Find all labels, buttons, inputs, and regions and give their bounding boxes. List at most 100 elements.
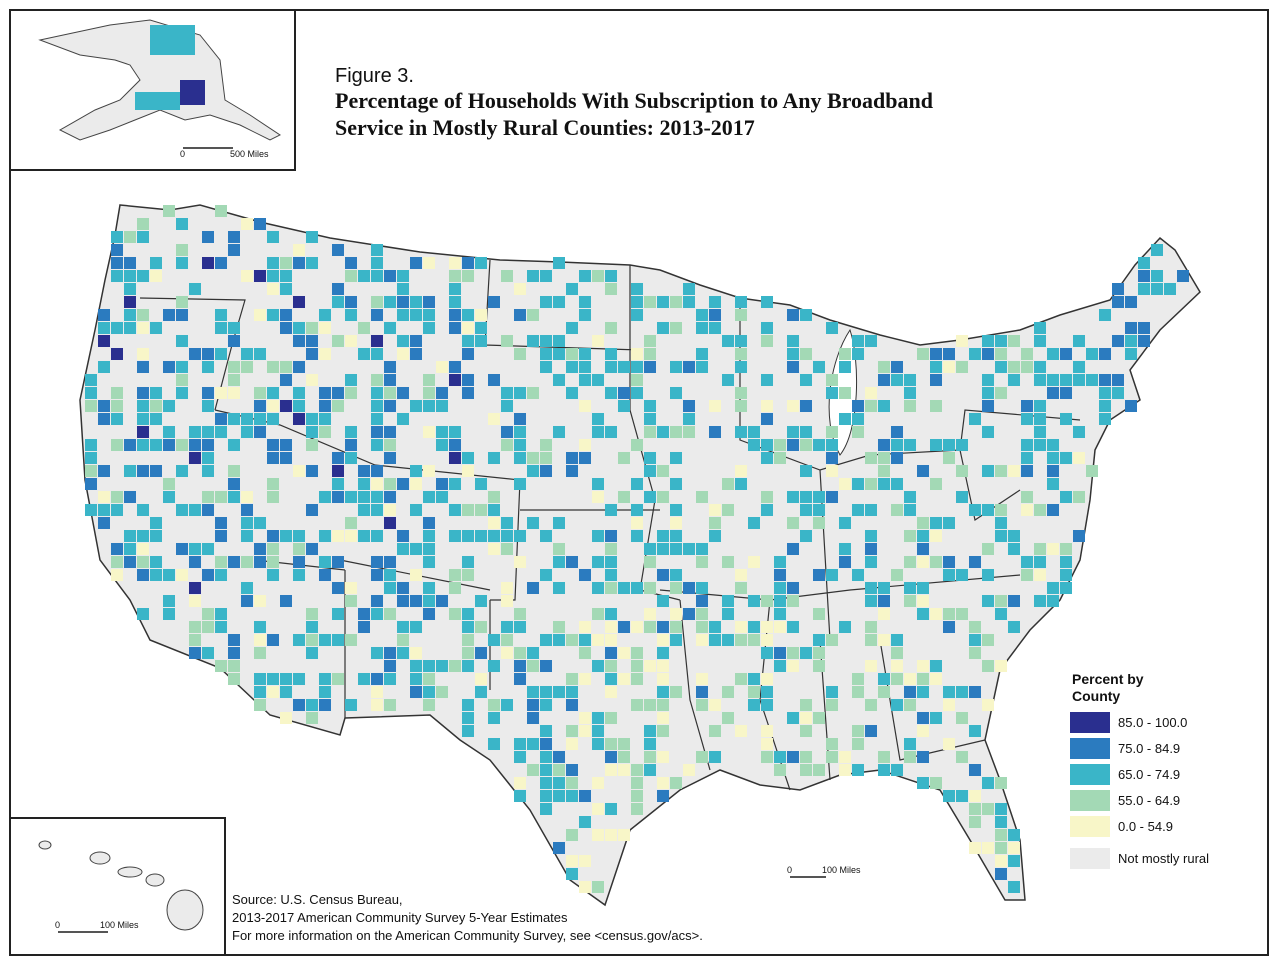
county bbox=[1125, 348, 1137, 360]
county bbox=[423, 257, 435, 269]
county bbox=[462, 712, 474, 724]
county bbox=[1099, 387, 1111, 399]
county bbox=[345, 335, 357, 347]
county bbox=[1073, 491, 1085, 503]
county bbox=[280, 439, 292, 451]
county bbox=[423, 322, 435, 334]
county bbox=[930, 400, 942, 412]
county bbox=[371, 374, 383, 386]
county bbox=[293, 413, 305, 425]
county bbox=[475, 647, 487, 659]
county bbox=[592, 777, 604, 789]
county bbox=[1151, 283, 1163, 295]
county bbox=[592, 374, 604, 386]
county bbox=[722, 504, 734, 516]
county bbox=[657, 296, 669, 308]
county bbox=[709, 504, 721, 516]
hawaii-island bbox=[38, 840, 52, 850]
county bbox=[956, 569, 968, 581]
county bbox=[306, 439, 318, 451]
county bbox=[852, 413, 864, 425]
county bbox=[605, 530, 617, 542]
county bbox=[1034, 543, 1046, 555]
county bbox=[566, 868, 578, 880]
county bbox=[371, 699, 383, 711]
scale-label: 100 Miles bbox=[100, 920, 139, 930]
county bbox=[852, 335, 864, 347]
county bbox=[267, 309, 279, 321]
county bbox=[384, 517, 396, 529]
county bbox=[865, 387, 877, 399]
county bbox=[696, 556, 708, 568]
county bbox=[644, 348, 656, 360]
county bbox=[787, 751, 799, 763]
county bbox=[1138, 270, 1150, 282]
county bbox=[501, 335, 513, 347]
county bbox=[644, 582, 656, 594]
county bbox=[839, 556, 851, 568]
county bbox=[605, 751, 617, 763]
county bbox=[852, 673, 864, 685]
county bbox=[696, 322, 708, 334]
county bbox=[1047, 504, 1059, 516]
county bbox=[644, 738, 656, 750]
county bbox=[852, 764, 864, 776]
county bbox=[592, 738, 604, 750]
county bbox=[995, 517, 1007, 529]
county bbox=[891, 634, 903, 646]
county bbox=[1034, 335, 1046, 347]
county bbox=[475, 673, 487, 685]
county bbox=[748, 699, 760, 711]
county bbox=[1034, 413, 1046, 425]
county bbox=[735, 582, 747, 594]
county bbox=[579, 348, 591, 360]
county bbox=[696, 361, 708, 373]
county bbox=[228, 361, 240, 373]
county bbox=[930, 777, 942, 789]
county bbox=[1099, 309, 1111, 321]
county bbox=[1008, 881, 1020, 893]
county bbox=[657, 712, 669, 724]
county bbox=[332, 387, 344, 399]
county bbox=[943, 686, 955, 698]
county bbox=[98, 491, 110, 503]
county bbox=[150, 530, 162, 542]
county bbox=[280, 374, 292, 386]
county bbox=[332, 556, 344, 568]
county bbox=[670, 582, 682, 594]
county bbox=[917, 712, 929, 724]
county bbox=[241, 426, 253, 438]
county bbox=[969, 348, 981, 360]
county bbox=[618, 387, 630, 399]
county bbox=[748, 634, 760, 646]
county bbox=[397, 634, 409, 646]
county bbox=[371, 244, 383, 256]
county bbox=[670, 608, 682, 620]
county bbox=[85, 439, 97, 451]
county bbox=[748, 439, 760, 451]
county bbox=[969, 504, 981, 516]
county bbox=[254, 218, 266, 230]
county bbox=[527, 699, 539, 711]
county bbox=[774, 595, 786, 607]
county bbox=[345, 387, 357, 399]
county bbox=[605, 673, 617, 685]
county bbox=[813, 439, 825, 451]
county bbox=[657, 751, 669, 763]
county bbox=[540, 270, 552, 282]
county bbox=[306, 699, 318, 711]
legend: 85.0 - 100.0 75.0 - 84.9 65.0 - 74.9 55.0 -… bbox=[1070, 712, 1209, 869]
legend-label: 55.0 - 64.9 bbox=[1118, 793, 1180, 808]
county bbox=[215, 660, 227, 672]
county bbox=[995, 608, 1007, 620]
county bbox=[670, 777, 682, 789]
county bbox=[98, 335, 110, 347]
county bbox=[462, 348, 474, 360]
county bbox=[1034, 556, 1046, 568]
county bbox=[1021, 452, 1033, 464]
county bbox=[345, 530, 357, 542]
county bbox=[306, 504, 318, 516]
county bbox=[813, 517, 825, 529]
county bbox=[137, 426, 149, 438]
county bbox=[137, 361, 149, 373]
